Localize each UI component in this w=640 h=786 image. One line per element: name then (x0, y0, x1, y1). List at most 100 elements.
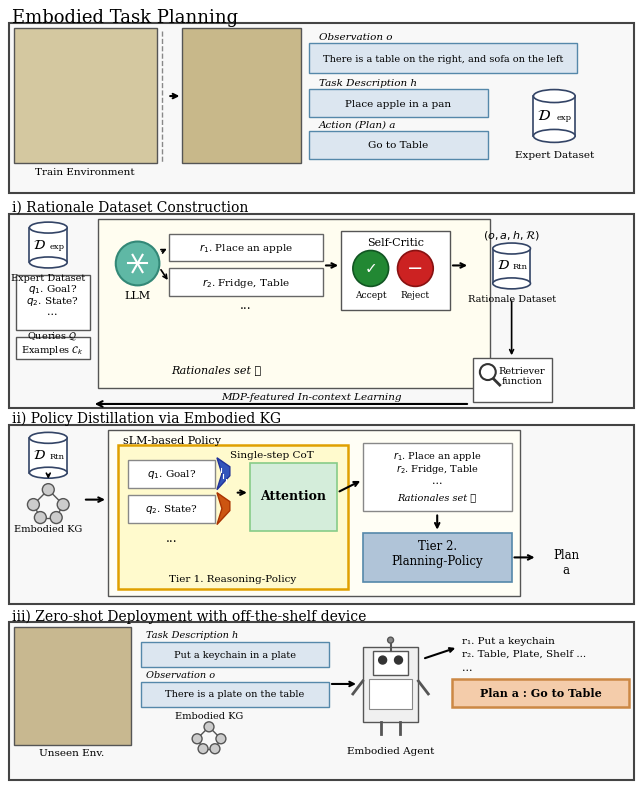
Text: Rationales set ℛ: Rationales set ℛ (171, 365, 261, 375)
Bar (8, 425, 634, 604)
Bar (8, 214, 634, 408)
Text: $r_1$. Place an apple: $r_1$. Place an apple (393, 450, 481, 463)
Text: Task Description h: Task Description h (319, 79, 417, 88)
Text: Observation o: Observation o (145, 671, 214, 680)
Ellipse shape (29, 257, 67, 268)
Polygon shape (217, 457, 230, 490)
Text: Accept: Accept (355, 292, 387, 300)
Text: There is a table on the right, and sofa on the left: There is a table on the right, and sofa … (323, 55, 563, 64)
Bar (13, 627, 131, 745)
Circle shape (394, 656, 403, 664)
Bar (170, 233, 323, 262)
Text: Place apple in a pan: Place apple in a pan (346, 100, 452, 108)
Ellipse shape (493, 243, 531, 254)
Text: ii) Policy Distillation via Embodied KG: ii) Policy Distillation via Embodied KG (12, 412, 281, 426)
Text: Task Description h: Task Description h (145, 631, 238, 640)
Circle shape (397, 251, 433, 286)
Text: Plan a : Go to Table: Plan a : Go to Table (479, 689, 601, 700)
Bar (250, 463, 337, 531)
Text: Tier 1. Reasoning-Policy: Tier 1. Reasoning-Policy (169, 575, 296, 584)
Text: MDP-featured In-context Learning: MDP-featured In-context Learning (221, 393, 401, 402)
Text: Unseen Env.: Unseen Env. (40, 749, 105, 758)
Bar (309, 43, 577, 73)
Bar (15, 275, 90, 330)
Text: Rtn: Rtn (49, 453, 64, 461)
Text: ...: ... (462, 663, 472, 673)
Ellipse shape (493, 278, 531, 289)
Text: exp: exp (556, 114, 572, 122)
Text: Examples $\mathcal{C}_k$: Examples $\mathcal{C}_k$ (21, 344, 84, 357)
Text: $(o, a, h, \mathcal{R})$: $(o, a, h, \mathcal{R})$ (483, 229, 540, 241)
Bar (182, 28, 301, 163)
Text: Train Environment: Train Environment (35, 167, 135, 177)
Circle shape (51, 512, 62, 523)
Bar (372, 651, 408, 675)
Text: $\mathcal{D}$: $\mathcal{D}$ (33, 237, 46, 252)
Text: Reject: Reject (401, 292, 430, 300)
Text: Self-Critic: Self-Critic (367, 237, 424, 248)
Circle shape (198, 744, 208, 754)
Text: Rationales set ℛ: Rationales set ℛ (397, 494, 477, 502)
Bar (127, 460, 215, 487)
Bar (309, 89, 488, 117)
Bar (369, 679, 412, 709)
Bar (8, 24, 634, 193)
Text: iii) Zero-shot Deployment with off-the-shelf device: iii) Zero-shot Deployment with off-the-s… (12, 609, 366, 623)
Bar (13, 28, 157, 163)
Text: r₂. Table, Plate, Shelf ...: r₂. Table, Plate, Shelf ... (462, 650, 586, 659)
Text: $r_2$. Fridge, Table: $r_2$. Fridge, Table (202, 277, 290, 290)
Text: Attention: Attention (260, 490, 326, 503)
Bar (363, 443, 511, 511)
Text: There is a plate on the table: There is a plate on the table (165, 690, 305, 700)
Polygon shape (217, 493, 230, 524)
Text: ...: ... (166, 531, 177, 545)
Bar (127, 494, 215, 523)
Text: Rtn: Rtn (513, 263, 527, 271)
Circle shape (28, 498, 39, 511)
Text: $r_1$. Place an apple: $r_1$. Place an apple (198, 242, 292, 255)
Bar (15, 337, 90, 359)
Ellipse shape (29, 222, 67, 233)
Bar (452, 679, 628, 707)
Text: Single-step CoT: Single-step CoT (230, 451, 314, 460)
Text: Tier 2.
Planning-Policy: Tier 2. Planning-Policy (392, 541, 483, 568)
Bar (141, 682, 329, 707)
Text: ...: ... (47, 307, 58, 318)
Text: Embodied KG: Embodied KG (14, 524, 83, 534)
Bar (309, 131, 488, 159)
Text: i) Rationale Dataset Construction: i) Rationale Dataset Construction (12, 200, 248, 215)
Text: r₁. Put a keychain: r₁. Put a keychain (462, 637, 555, 646)
Text: Action (Plan) a: Action (Plan) a (319, 121, 397, 130)
Ellipse shape (29, 467, 67, 478)
Bar (341, 230, 450, 310)
Circle shape (35, 512, 46, 523)
Text: Embodied Task Planning: Embodied Task Planning (12, 9, 237, 28)
Circle shape (57, 498, 69, 511)
Text: Expert Dataset: Expert Dataset (515, 151, 594, 160)
Text: $\mathcal{D}$: $\mathcal{D}$ (497, 259, 509, 273)
Bar (118, 445, 348, 590)
Circle shape (42, 483, 54, 496)
Text: $q_1$. Goal?: $q_1$. Goal? (147, 468, 196, 481)
Bar (98, 219, 490, 388)
Bar (8, 623, 634, 780)
Text: exp: exp (49, 243, 64, 251)
Text: Go to Table: Go to Table (369, 141, 429, 150)
Text: $\mathcal{D}$: $\mathcal{D}$ (33, 448, 46, 462)
Text: $q_2$. State?: $q_2$. State? (26, 296, 79, 308)
Ellipse shape (29, 432, 67, 443)
Text: Embodied Agent: Embodied Agent (347, 747, 435, 756)
Ellipse shape (534, 130, 575, 142)
Text: $\mathcal{D}$: $\mathcal{D}$ (538, 109, 551, 123)
Text: Rationale Dataset: Rationale Dataset (468, 296, 556, 304)
Text: sLM-based Policy: sLM-based Policy (123, 436, 221, 446)
Bar (108, 430, 520, 597)
Text: LLM: LLM (125, 292, 150, 301)
Circle shape (216, 734, 226, 744)
Bar (363, 647, 419, 722)
Bar (493, 248, 531, 284)
Ellipse shape (534, 90, 575, 102)
Bar (170, 269, 323, 296)
Circle shape (379, 656, 387, 664)
Circle shape (192, 734, 202, 744)
